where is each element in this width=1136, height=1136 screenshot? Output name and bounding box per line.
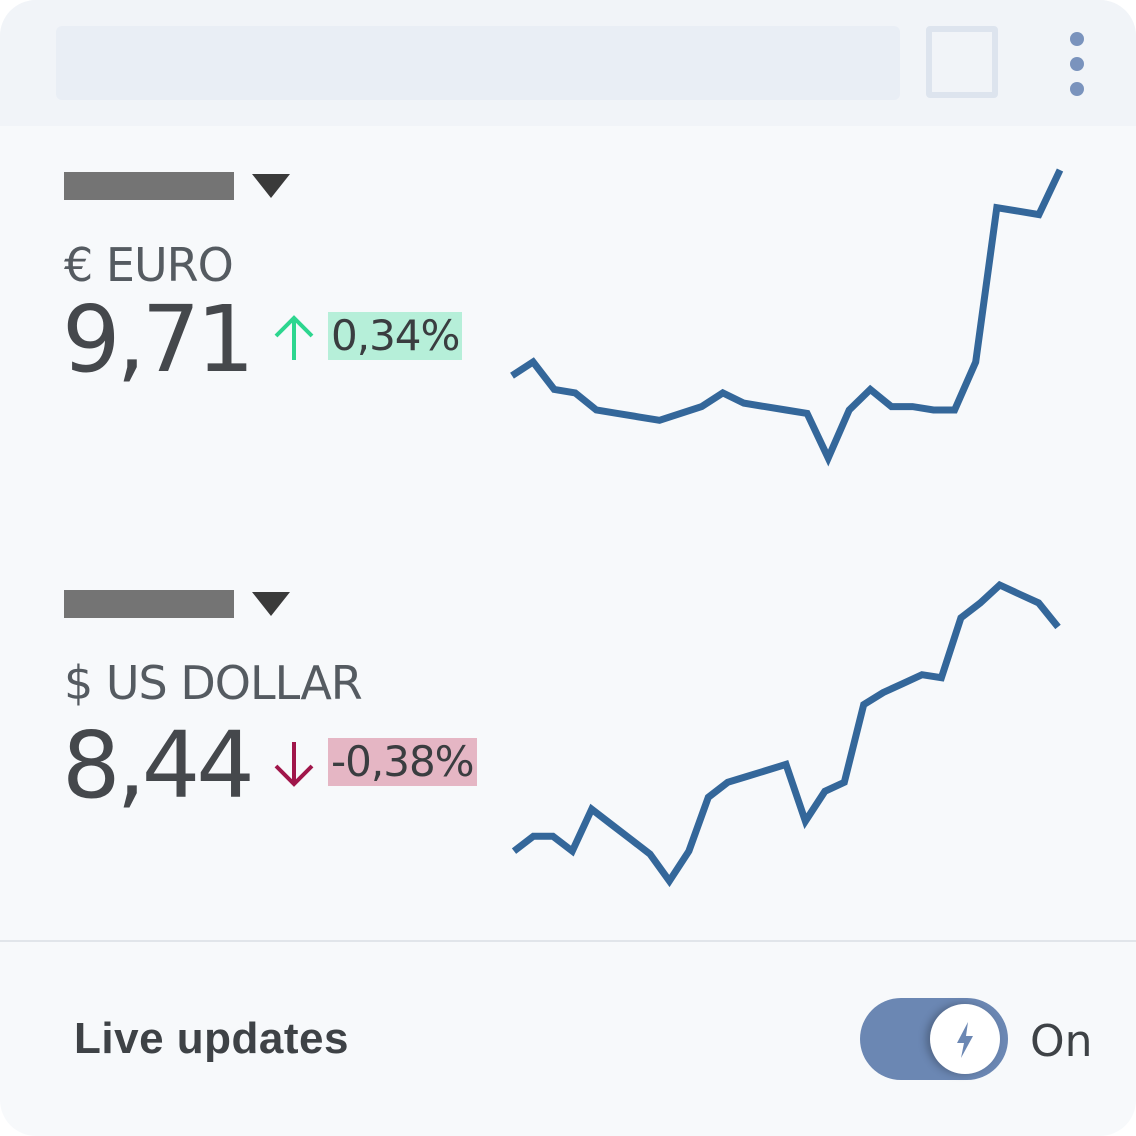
arrow-up-icon [274,315,314,360]
currency-label: € EURO [64,238,234,292]
live-updates-label: Live updates [74,1014,349,1063]
caret-down-icon[interactable] [252,592,290,616]
lightning-bolt-icon [957,1022,973,1058]
square-outline-icon[interactable] [926,26,998,98]
sparkline-chart [511,580,1061,888]
currency-label: $ US DOLLAR [64,656,363,710]
widget-header [0,0,1136,126]
more-vertical-icon[interactable] [1060,28,1094,98]
toggle-state-label: On [1030,1016,1093,1067]
sparkline-series [511,580,1061,888]
currency-value: 8,44 [62,712,255,819]
live-updates-toggle[interactable] [860,998,1008,1080]
currency-selector[interactable] [64,172,234,200]
divider [0,940,1136,942]
toggle-knob[interactable] [930,1004,1000,1074]
change-badge: -0,38% [328,738,477,786]
change-badge: 0,34% [328,312,463,360]
currency-value: 9,71 [62,286,255,393]
search-input[interactable] [56,26,900,100]
currency-selector[interactable] [64,590,234,618]
sparkline-series [510,168,1064,467]
arrow-down-icon [274,742,314,787]
caret-down-icon[interactable] [252,174,290,198]
sparkline-chart [510,168,1064,467]
